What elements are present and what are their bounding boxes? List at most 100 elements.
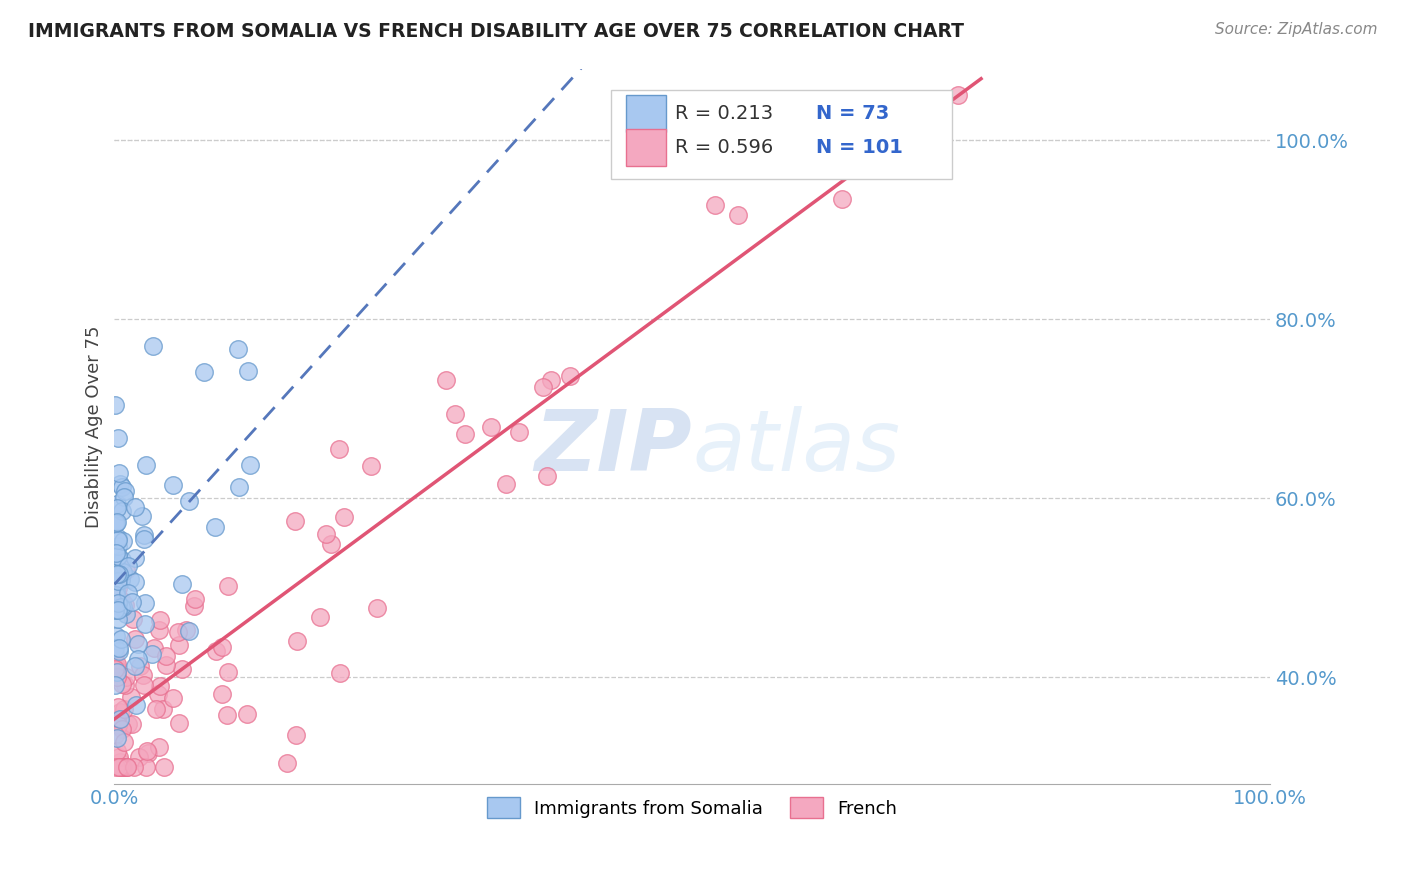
Point bbox=[329, 665, 352, 680]
Point bbox=[276, 756, 298, 771]
Point bbox=[152, 702, 174, 716]
Point bbox=[704, 198, 727, 212]
Point bbox=[134, 617, 156, 632]
Point bbox=[166, 625, 188, 640]
FancyBboxPatch shape bbox=[626, 128, 665, 166]
Point bbox=[127, 652, 149, 666]
Point bbox=[333, 510, 356, 524]
Point bbox=[193, 365, 215, 379]
Point bbox=[217, 579, 239, 593]
Point bbox=[142, 339, 165, 353]
Point bbox=[136, 746, 159, 760]
Point bbox=[134, 596, 156, 610]
Point bbox=[105, 670, 128, 684]
Point bbox=[107, 466, 129, 480]
Point bbox=[236, 363, 259, 377]
Point bbox=[135, 458, 157, 473]
Point bbox=[124, 574, 146, 589]
Point bbox=[162, 478, 184, 492]
Point bbox=[117, 558, 139, 573]
Point bbox=[148, 740, 170, 755]
Point bbox=[111, 677, 134, 691]
Point bbox=[148, 688, 170, 702]
Point bbox=[107, 612, 129, 626]
Point bbox=[946, 88, 969, 103]
Point bbox=[162, 691, 184, 706]
Point bbox=[531, 380, 554, 394]
Point bbox=[495, 476, 517, 491]
Point bbox=[110, 600, 132, 615]
Point bbox=[174, 623, 197, 637]
Point bbox=[204, 520, 226, 534]
Point bbox=[103, 640, 125, 655]
Point bbox=[124, 550, 146, 565]
Point bbox=[107, 718, 129, 732]
Point bbox=[104, 398, 127, 412]
Point bbox=[110, 755, 132, 769]
Point bbox=[105, 588, 128, 602]
Point bbox=[153, 759, 176, 773]
Point bbox=[124, 759, 146, 773]
Point bbox=[366, 601, 388, 615]
Point bbox=[117, 759, 139, 773]
Point bbox=[104, 728, 127, 742]
Point bbox=[105, 497, 128, 511]
Point bbox=[115, 670, 138, 684]
Point bbox=[111, 503, 134, 517]
Point bbox=[124, 500, 146, 514]
Point bbox=[169, 715, 191, 730]
Point bbox=[284, 727, 307, 741]
Point bbox=[107, 431, 129, 445]
Point bbox=[107, 700, 129, 714]
Point bbox=[454, 426, 477, 441]
Point bbox=[134, 532, 156, 546]
Point bbox=[124, 632, 146, 647]
Point bbox=[149, 613, 172, 627]
Point bbox=[114, 735, 136, 749]
Point bbox=[183, 599, 205, 613]
Point bbox=[132, 528, 155, 542]
FancyBboxPatch shape bbox=[612, 90, 952, 179]
Point bbox=[105, 665, 128, 680]
Point bbox=[112, 490, 135, 504]
Point bbox=[107, 582, 129, 596]
Point bbox=[111, 759, 134, 773]
Point bbox=[217, 665, 239, 679]
Point bbox=[145, 702, 167, 716]
Point bbox=[167, 638, 190, 652]
Point bbox=[105, 657, 128, 671]
Point bbox=[120, 690, 142, 704]
Point bbox=[108, 566, 131, 581]
Point bbox=[558, 369, 581, 384]
Point bbox=[315, 526, 337, 541]
Text: ZIP: ZIP bbox=[534, 407, 692, 490]
Point bbox=[285, 634, 308, 648]
Point bbox=[104, 599, 127, 613]
Text: N = 101: N = 101 bbox=[815, 137, 903, 157]
Point bbox=[105, 713, 128, 727]
Point bbox=[104, 603, 127, 617]
Point bbox=[104, 516, 127, 530]
Point bbox=[183, 592, 205, 607]
Point bbox=[115, 759, 138, 773]
Point bbox=[105, 744, 128, 758]
Point bbox=[107, 603, 129, 617]
Point bbox=[107, 539, 129, 553]
Point bbox=[136, 744, 159, 758]
Y-axis label: Disability Age Over 75: Disability Age Over 75 bbox=[86, 326, 103, 528]
Point bbox=[179, 624, 201, 639]
Point bbox=[103, 665, 125, 680]
Point bbox=[239, 458, 262, 473]
Point bbox=[149, 679, 172, 693]
Point bbox=[108, 477, 131, 491]
Point bbox=[211, 640, 233, 654]
Point bbox=[111, 722, 134, 736]
Point bbox=[105, 500, 128, 515]
Point bbox=[105, 546, 128, 560]
Point bbox=[129, 659, 152, 673]
Point bbox=[155, 658, 177, 673]
Point bbox=[104, 647, 127, 661]
Point bbox=[111, 479, 134, 493]
Point bbox=[360, 459, 382, 474]
Point bbox=[111, 759, 134, 773]
